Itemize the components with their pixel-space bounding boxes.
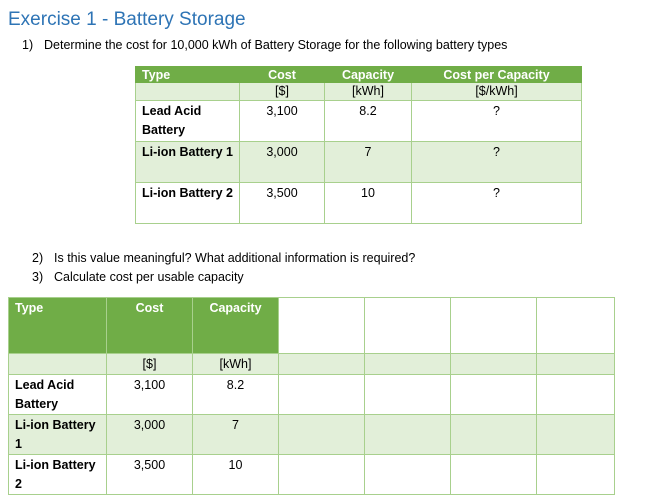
cell-capacity: 7 — [324, 141, 412, 183]
question-3-number: 3) — [32, 270, 44, 284]
table-row: Lead Acid Battery 3,100 8.2 ? — [135, 100, 582, 142]
cell-type: Li-ion Battery 2 — [8, 454, 107, 495]
header-cost-per-capacity: Cost per Capacity — [411, 66, 582, 83]
unit-cost: [$] — [239, 83, 325, 101]
cell-capacity: 10 — [324, 182, 412, 224]
empty-cell[interactable] — [450, 353, 537, 375]
cell-type: Li-ion Battery 2 — [135, 182, 240, 224]
cell-cost: 3,000 — [106, 414, 193, 455]
empty-cell[interactable] — [364, 374, 451, 415]
cell-cost-per-capacity: ? — [411, 141, 582, 183]
cell-cost: 3,500 — [239, 182, 325, 224]
cell-capacity: 8.2 — [192, 374, 279, 415]
empty-cell[interactable] — [450, 297, 537, 354]
empty-cell[interactable] — [364, 414, 451, 455]
empty-cell[interactable] — [364, 353, 451, 375]
empty-cell[interactable] — [536, 454, 615, 495]
empty-cell[interactable] — [450, 374, 537, 415]
header-capacity: Capacity — [324, 66, 412, 83]
empty-cell[interactable] — [364, 454, 451, 495]
battery-cost-table: Type Cost Capacity Cost per Capacity [$]… — [135, 66, 582, 224]
empty-cell[interactable] — [536, 374, 615, 415]
table-row: Li-ion Battery 2 3,500 10 ? — [135, 182, 582, 224]
table-row: Li-ion Battery 2 3,500 10 — [8, 454, 615, 495]
header-type: Type — [8, 297, 107, 354]
unit-type — [135, 83, 240, 101]
table-header-row: Type Cost Capacity — [8, 297, 615, 354]
page-title: Exercise 1 - Battery Storage — [8, 9, 246, 30]
question-1-text: Determine the cost for 10,000 kWh of Bat… — [44, 38, 508, 52]
unit-type — [8, 353, 107, 375]
empty-cell[interactable] — [278, 374, 365, 415]
units-row: [$] [kWh] [$/kWh] — [135, 83, 582, 101]
empty-cell[interactable] — [450, 414, 537, 455]
cell-type: Lead Acid Battery — [8, 374, 107, 415]
empty-cell[interactable] — [536, 297, 615, 354]
cell-capacity: 10 — [192, 454, 279, 495]
usable-capacity-table: Type Cost Capacity [$] [kWh] Lead Acid B… — [8, 297, 615, 495]
empty-cell[interactable] — [536, 414, 615, 455]
cell-cost: 3,100 — [106, 374, 193, 415]
unit-capacity: [kWh] — [324, 83, 412, 101]
table-row: Lead Acid Battery 3,100 8.2 — [8, 374, 615, 415]
cell-cost: 3,500 — [106, 454, 193, 495]
table-row: Li-ion Battery 1 3,000 7 ? — [135, 141, 582, 183]
question-2-number: 2) — [32, 251, 44, 265]
header-cost: Cost — [106, 297, 193, 354]
cell-type: Li-ion Battery 1 — [135, 141, 240, 183]
table-row: Li-ion Battery 1 3,000 7 — [8, 414, 615, 455]
cell-capacity: 8.2 — [324, 100, 412, 142]
question-1: 1) Determine the cost for 10,000 kWh of B… — [22, 38, 507, 52]
question-3: 3) Calculate cost per usable capacity — [32, 270, 244, 284]
empty-cell[interactable] — [278, 297, 365, 354]
question-2: 2) Is this value meaningful? What additio… — [32, 251, 415, 265]
empty-cell[interactable] — [536, 353, 615, 375]
empty-cell[interactable] — [278, 454, 365, 495]
empty-cell[interactable] — [450, 454, 537, 495]
empty-cell[interactable] — [278, 353, 365, 375]
cell-cost: 3,000 — [239, 141, 325, 183]
header-capacity: Capacity — [192, 297, 279, 354]
header-cost: Cost — [239, 66, 325, 83]
cell-type: Lead Acid Battery — [135, 100, 240, 142]
empty-cell[interactable] — [364, 297, 451, 354]
cell-cost-per-capacity: ? — [411, 182, 582, 224]
question-3-text: Calculate cost per usable capacity — [54, 270, 244, 284]
cell-cost-per-capacity: ? — [411, 100, 582, 142]
question-2-text: Is this value meaningful? What additiona… — [54, 251, 416, 265]
table-header-row: Type Cost Capacity Cost per Capacity — [135, 66, 582, 83]
cell-type: Li-ion Battery 1 — [8, 414, 107, 455]
units-row: [$] [kWh] — [8, 353, 615, 375]
question-1-number: 1) — [22, 38, 34, 52]
empty-cell[interactable] — [278, 414, 365, 455]
unit-capacity: [kWh] — [192, 353, 279, 375]
unit-cost: [$] — [106, 353, 193, 375]
unit-cost-per-capacity: [$/kWh] — [411, 83, 582, 101]
cell-capacity: 7 — [192, 414, 279, 455]
cell-cost: 3,100 — [239, 100, 325, 142]
header-type: Type — [135, 66, 240, 83]
